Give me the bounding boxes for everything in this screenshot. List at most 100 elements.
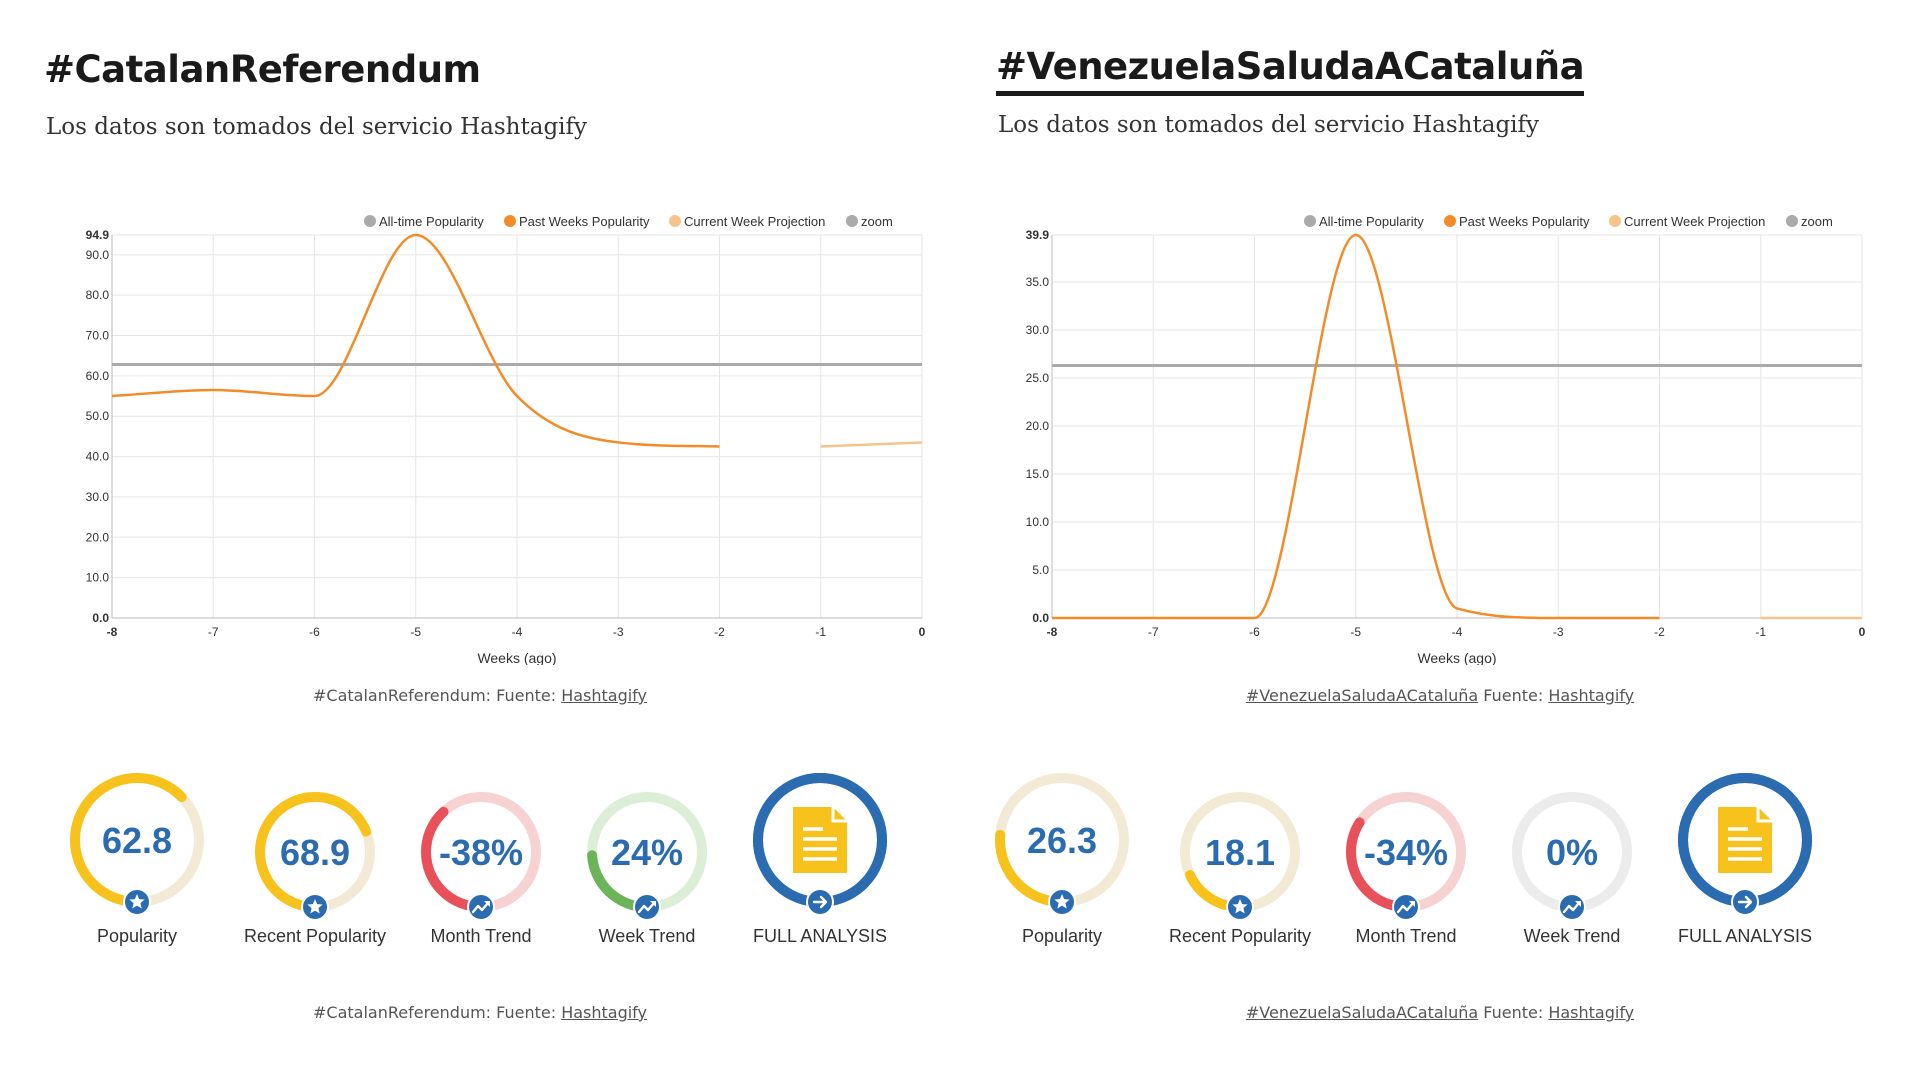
gauge-label: Recent Popularity (1168, 926, 1312, 946)
hashtagify-link[interactable]: Hashtagify (561, 686, 647, 705)
gauge-recent-popularity: 68.9 Recent Popularity (230, 782, 400, 947)
x-tick-label: -6 (309, 625, 320, 639)
gauge-value: 24% (611, 832, 683, 873)
y-tick-label: 0.0 (92, 611, 109, 625)
y-tick-label: 80.0 (86, 288, 110, 302)
gauge-full-analysis[interactable]: FULL ANALYSIS (1660, 770, 1830, 947)
legend-marker (846, 215, 858, 227)
x-tick-label: -2 (714, 625, 725, 639)
y-tick-label: 25.0 (1026, 371, 1050, 385)
x-tick-label: -7 (208, 625, 219, 639)
trend-arrowhead (1575, 901, 1581, 907)
gauges-row: 26.3 Popularity 18.1 Recent Popularity -34% M… (960, 770, 1920, 980)
hashtagify-link[interactable]: Hashtagify (1548, 1003, 1635, 1022)
gauge-label: Recent Popularity (243, 926, 387, 946)
x-tick-label: -5 (1350, 625, 1361, 639)
legend-marker (1304, 215, 1316, 227)
y-tick-label: 0.0 (1032, 611, 1049, 625)
panel-venezuela-saluda: #VenezuelaSaludaACataluña Los datos son … (960, 0, 1920, 1081)
hashtagify-link[interactable]: Hashtagify (561, 1003, 647, 1022)
legend-marker (1786, 215, 1798, 227)
gauge-ring: 62.8 (70, 773, 204, 916)
legend-marker (1444, 215, 1456, 227)
caption-text: Fuente: (1483, 686, 1549, 705)
trend-icon (637, 901, 656, 914)
x-tick-label: -8 (1047, 625, 1058, 639)
gauge-ring: 18.1 (1180, 792, 1300, 921)
gauge-ring: 26.3 (995, 773, 1129, 916)
popularity-chart: All-time Popularity Past Weeks Popularity… (86, 214, 926, 665)
y-tick-label: 90.0 (86, 248, 110, 262)
page-title: #CatalanReferendum (44, 48, 481, 91)
x-axis-label: Weeks (ago) (477, 650, 556, 665)
subtitle: Los datos son tomados del servicio Hasht… (998, 112, 1540, 138)
arrow-head (819, 895, 828, 909)
star-icon (1054, 894, 1070, 909)
past-weeks-line (1051, 233, 1660, 620)
star-icon (1232, 899, 1248, 914)
projection-line (820, 441, 923, 448)
legend-marker (1609, 215, 1621, 227)
legend-label: Current Week Projection (1624, 214, 1765, 229)
legend-marker (504, 215, 516, 227)
y-tick-label: 10.0 (86, 571, 110, 585)
gauge-label: FULL ANALYSIS (752, 926, 888, 946)
y-tick-label: 20.0 (86, 530, 110, 544)
x-tick-label: -4 (512, 625, 523, 639)
legend-label: Past Weeks Popularity (519, 214, 650, 229)
gauge-badge (633, 893, 661, 921)
x-tick-label: -5 (410, 625, 421, 639)
gauge-label: Popularity (1021, 926, 1103, 946)
gauge-ring (753, 773, 887, 916)
panel-catalan-referendum: #CatalanReferendum Los datos son tomados… (0, 48, 960, 1022)
gauge-value: 68.9 (280, 832, 350, 873)
gauge-badge (1558, 893, 1586, 921)
hashtagify-link[interactable]: Hashtagify (1548, 686, 1635, 705)
chart-caption: #VenezuelaSaludaACataluña Fuente: Hashta… (960, 686, 1920, 705)
document-fold (1756, 807, 1772, 823)
gauge-week-trend: 0% Week Trend (1487, 782, 1657, 947)
legend-label: Current Week Projection (684, 214, 825, 229)
gauge-ring: -34% (1346, 792, 1466, 921)
gauge-full-analysis[interactable]: FULL ANALYSIS (735, 770, 905, 947)
gauge-ring: 0% (1512, 792, 1632, 921)
gauge-value: 18.1 (1205, 832, 1275, 873)
hashtag-link[interactable]: #VenezuelaSaludaACataluña (1245, 1003, 1479, 1022)
y-tick-label: 5.0 (1032, 563, 1049, 577)
trend-icon (471, 901, 490, 914)
gauge-popularity: 62.8 Popularity (52, 770, 222, 947)
y-tick-label: 30.0 (86, 490, 110, 504)
y-tick-label: 20.0 (1026, 419, 1050, 433)
legend-label[interactable]: zoom (1801, 214, 1833, 229)
x-tick-label: 0 (919, 625, 926, 639)
y-tick-label: 40.0 (86, 450, 110, 464)
gauge-ring (1678, 773, 1812, 916)
caption-text: #CatalanReferendum: Fuente: (313, 686, 562, 705)
legend-marker (669, 215, 681, 227)
x-tick-label: -1 (815, 625, 826, 639)
gauge-label: Week Trend (1523, 926, 1621, 946)
legend-label[interactable]: zoom (861, 214, 893, 229)
arrow-head (1744, 895, 1753, 909)
trend-arrowhead (484, 901, 490, 907)
x-tick-label: -8 (107, 625, 118, 639)
y-tick-label: 94.9 (86, 228, 110, 242)
gauge-value: 62.8 (102, 820, 172, 861)
y-tick-label: 50.0 (86, 409, 110, 423)
gauge-label: Week Trend (598, 926, 696, 946)
y-tick-label: 35.0 (1026, 275, 1050, 289)
y-tick-label: 39.9 (1026, 228, 1050, 242)
gauge-value: -38% (439, 832, 523, 873)
chart-caption: #CatalanReferendum: Fuente: Hashtagify (0, 686, 960, 705)
gauges-caption: #CatalanReferendum: Fuente: Hashtagify (0, 1003, 960, 1022)
x-tick-label: -3 (613, 625, 624, 639)
gauges-row: 62.8 Popularity 68.9 Recent Popularity -38% M… (0, 770, 960, 980)
x-tick-label: -7 (1148, 625, 1159, 639)
caption-text: Fuente: (1483, 1003, 1549, 1022)
gauge-label: Popularity (96, 926, 178, 946)
x-axis-label: Weeks (ago) (1417, 650, 1496, 665)
x-tick-label: -2 (1654, 625, 1665, 639)
hashtag-link[interactable]: #VenezuelaSaludaACataluña (1245, 686, 1479, 705)
trend-arrowhead (650, 901, 656, 907)
x-tick-label: -3 (1553, 625, 1564, 639)
